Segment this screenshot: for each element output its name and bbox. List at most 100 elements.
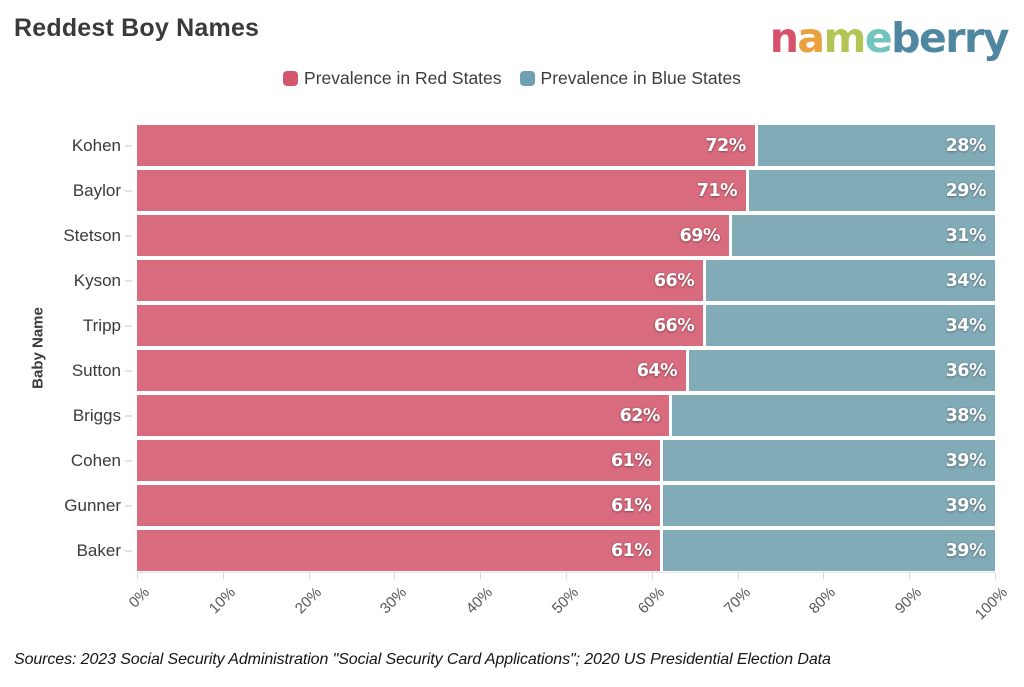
category-label: Stetson <box>63 225 121 245</box>
blue-value-label: 34% <box>945 270 987 291</box>
x-axis: 0% 10% 20% 30% 40% 50% 60% 70% 80% 90% 100% <box>126 572 1011 637</box>
bar-row: Kohen 72% 28% <box>0 125 995 166</box>
blue-value-label: 31% <box>945 225 987 246</box>
blue-segment: 38% <box>671 395 995 436</box>
logo-letter: r <box>964 14 984 62</box>
x-tick-label: 90% <box>891 584 926 618</box>
red-segment: 71% <box>137 170 747 211</box>
x-tick-label: 80% <box>806 584 840 618</box>
bar-row: Stetson 69% 31% <box>0 215 995 256</box>
blue-segment: 39% <box>663 440 995 481</box>
red-segment: 61% <box>137 440 661 481</box>
red-segment: 61% <box>137 485 661 526</box>
category-label: Kyson <box>73 270 121 290</box>
x-tick-mark <box>737 573 739 579</box>
x-tick-mark <box>394 573 396 579</box>
bar-track: 72% 28% <box>137 125 995 166</box>
red-value-label: 66% <box>653 270 695 291</box>
category-tick <box>121 440 137 481</box>
red-value-label: 62% <box>619 405 661 426</box>
legend-item-blue-states: Prevalence in Blue States <box>519 68 741 89</box>
red-value-label: 61% <box>610 540 652 561</box>
red-segment: 72% <box>137 125 755 166</box>
blue-value-label: 39% <box>945 540 987 561</box>
category-tick <box>121 170 137 211</box>
category-tick <box>121 530 137 571</box>
blue-value-label: 38% <box>945 405 987 426</box>
blue-value-label: 39% <box>945 450 987 471</box>
bar-row: Cohen 61% 39% <box>0 440 995 481</box>
x-tick-label: 50% <box>548 584 583 618</box>
bar-row: Baylor 71% 29% <box>0 170 995 211</box>
logo-letter: e <box>864 14 893 62</box>
category-label: Sutton <box>71 360 121 380</box>
bar-row: Gunner 61% 39% <box>0 485 995 526</box>
bar-track: 61% 39% <box>137 440 995 481</box>
category-tick <box>121 395 137 436</box>
category-tick <box>121 305 137 346</box>
x-tick-label: 0% <box>125 584 154 612</box>
category-tick <box>121 350 137 391</box>
logo-letter: n <box>769 14 799 62</box>
x-tick-mark <box>909 573 911 579</box>
category-label: Briggs <box>72 405 121 425</box>
x-tick-mark <box>222 573 224 579</box>
blue-value-label: 34% <box>945 315 987 336</box>
blue-value-label: 36% <box>945 360 987 381</box>
red-segment: 62% <box>137 395 669 436</box>
blue-value-label: 28% <box>945 135 987 156</box>
bar-track: 61% 39% <box>137 530 995 571</box>
red-value-label: 61% <box>610 495 652 516</box>
blue-segment: 36% <box>689 350 995 391</box>
logo-letter: y <box>982 14 1010 62</box>
red-segment: 66% <box>137 305 704 346</box>
bar-track: 69% 31% <box>137 215 995 256</box>
red-legend-swatch-icon <box>283 71 299 86</box>
red-value-label: 69% <box>679 225 721 246</box>
blue-segment: 39% <box>663 485 995 526</box>
category-tick <box>121 260 137 301</box>
blue-segment: 34% <box>706 305 995 346</box>
red-value-label: 71% <box>696 180 738 201</box>
blue-segment: 34% <box>706 260 995 301</box>
bar-track: 66% 34% <box>137 260 995 301</box>
bar-row: Baker 61% 39% <box>0 530 995 571</box>
legend: Prevalence in Red States Prevalence in B… <box>0 68 1024 89</box>
x-tick-mark <box>308 573 310 579</box>
category-label: Kohen <box>71 135 121 155</box>
category-tick <box>121 125 137 166</box>
legend-item-red-states: Prevalence in Red States <box>283 68 502 89</box>
bar-track: 61% 39% <box>137 485 995 526</box>
legend-label-blue: Prevalence in Blue States <box>540 68 741 88</box>
x-tick-mark <box>137 573 138 579</box>
logo-letter: b <box>891 14 920 62</box>
red-value-label: 66% <box>653 315 695 336</box>
logo-letter: e <box>918 14 947 62</box>
x-tick-label: 40% <box>462 584 497 618</box>
x-tick-mark <box>480 573 482 579</box>
chart-title: Reddest Boy Names <box>14 14 260 42</box>
logo-letter: a <box>797 14 825 62</box>
bar-track: 64% 36% <box>137 350 995 391</box>
category-tick <box>121 485 137 526</box>
bar-rows: Kohen 72% 28% Baylor 71% 29% Stetson 69% 31% Kyso… <box>0 125 995 571</box>
logo-letter: m <box>823 14 867 62</box>
category-label: Gunner <box>64 495 121 515</box>
blue-segment: 31% <box>732 215 995 256</box>
red-segment: 69% <box>137 215 730 256</box>
blue-value-label: 39% <box>945 495 987 516</box>
source-note: Sources: 2023 Social Security Administra… <box>14 651 831 668</box>
x-tick-mark <box>995 573 996 579</box>
blue-value-label: 29% <box>945 180 987 201</box>
red-segment: 66% <box>137 260 704 301</box>
category-tick <box>121 215 137 256</box>
category-label: Baylor <box>72 180 121 200</box>
blue-segment: 28% <box>757 125 995 166</box>
x-tick-label: 20% <box>291 584 325 618</box>
red-segment: 61% <box>137 530 661 571</box>
x-tick-mark <box>566 573 567 579</box>
bar-row: Briggs 62% 38% <box>0 395 995 436</box>
bar-track: 66% 34% <box>137 305 995 346</box>
blue-segment: 29% <box>749 170 995 211</box>
